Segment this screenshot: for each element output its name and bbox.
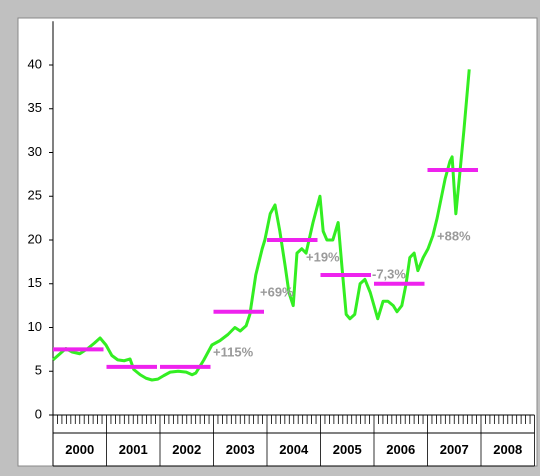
change-annotation: -7,3% bbox=[372, 266, 406, 281]
x-category-label: 2007 bbox=[440, 442, 469, 457]
y-tick-label: 10 bbox=[28, 319, 42, 334]
y-tick-label: 20 bbox=[28, 231, 42, 246]
month-ticks bbox=[52, 415, 535, 466]
price-line bbox=[52, 69, 471, 382]
x-category-label: 2006 bbox=[386, 442, 415, 457]
y-tick-label: 40 bbox=[28, 56, 42, 71]
y-tick-label: 25 bbox=[28, 188, 42, 203]
x-category-label: 2005 bbox=[333, 442, 362, 457]
x-category-label: 2004 bbox=[279, 442, 309, 457]
change-annotation: +115% bbox=[213, 344, 254, 359]
y-tick-label: 0 bbox=[35, 406, 42, 421]
x-category-label: 2000 bbox=[65, 442, 94, 457]
x-category-label: 2008 bbox=[493, 442, 522, 457]
y-tick-label: 5 bbox=[35, 363, 42, 378]
change-annotation: +69% bbox=[260, 284, 294, 299]
change-annotation: +19% bbox=[306, 249, 340, 264]
x-category-label: 2003 bbox=[226, 442, 255, 457]
x-category-label: 2001 bbox=[119, 442, 148, 457]
y-tick-label: 35 bbox=[28, 100, 42, 115]
x-category-label: 2002 bbox=[172, 442, 201, 457]
y-tick-label: 15 bbox=[28, 275, 42, 290]
y-tick-label: 30 bbox=[28, 144, 42, 159]
change-annotation: +88% bbox=[437, 228, 471, 243]
